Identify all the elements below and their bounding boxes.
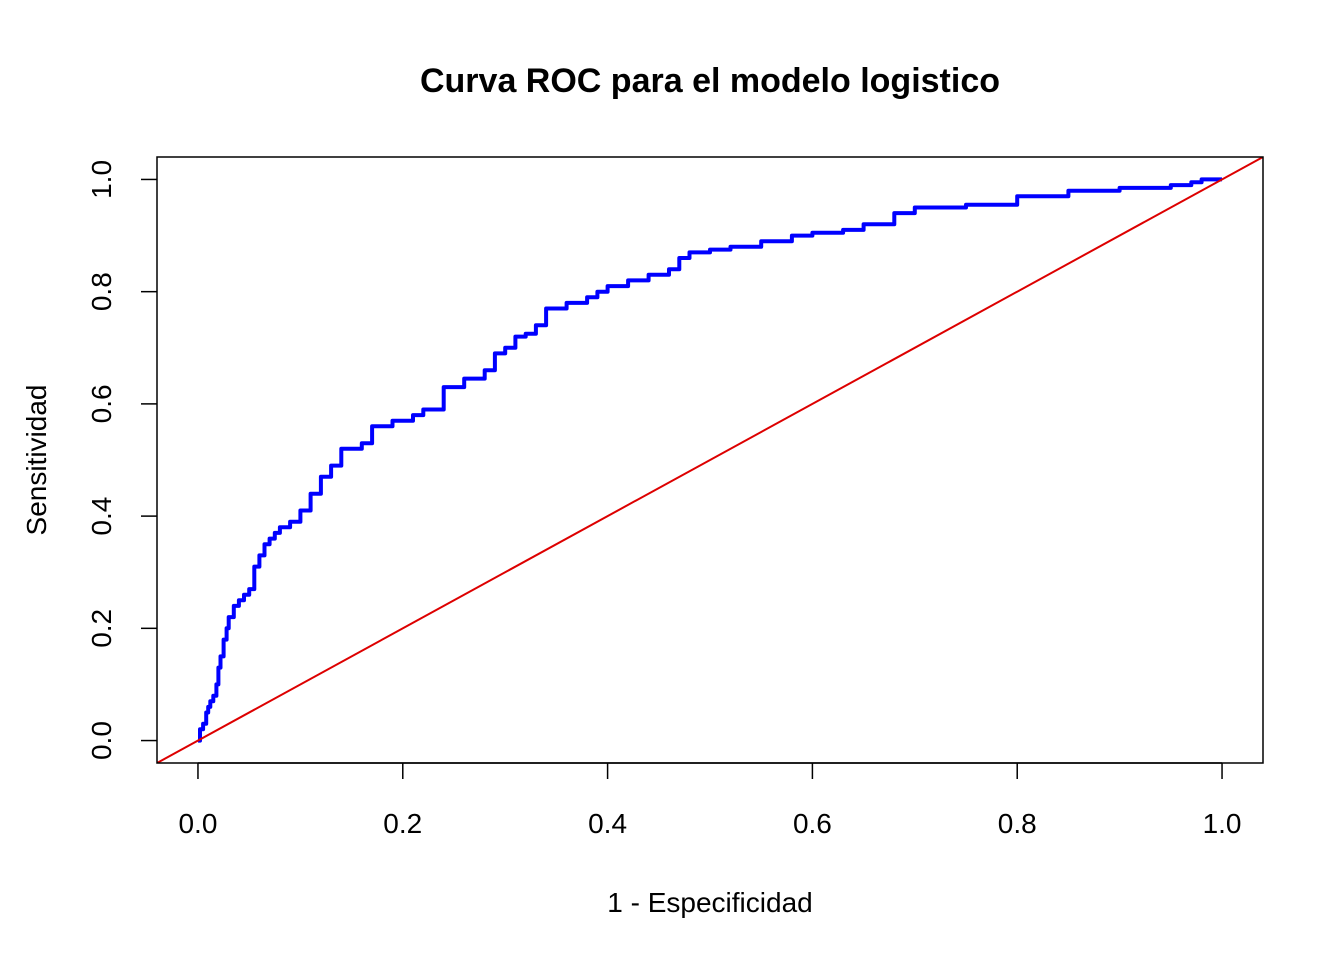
chart-title: Curva ROC para el modelo logistico [420,62,1000,100]
y-tick-label: 0.0 [86,721,117,760]
roc-curve-line [198,177,1222,743]
x-tick-label: 0.0 [178,808,217,839]
x-tick-label: 0.2 [383,808,422,839]
y-tick-label: 1.0 [86,160,117,199]
y-tick-label: 0.8 [86,272,117,311]
plot-area: 0.0 0.2 0.4 0.6 0.8 1.0 0.0 0.2 0.4 0.6 0.8 1.0 [86,156,1264,839]
x-axis-label: 1 - Especificidad [607,887,812,918]
reference-diagonal-line [157,157,1263,763]
x-tick-label: 0.8 [998,808,1037,839]
x-tick-label: 0.4 [588,808,627,839]
y-tick-label: 0.2 [86,609,117,648]
y-axis-label: Sensitividad [21,385,52,536]
x-tick-label: 1.0 [1203,808,1242,839]
y-tick-label: 0.6 [86,384,117,423]
x-tick-label: 0.6 [793,808,832,839]
y-tick-label: 0.4 [86,497,117,536]
